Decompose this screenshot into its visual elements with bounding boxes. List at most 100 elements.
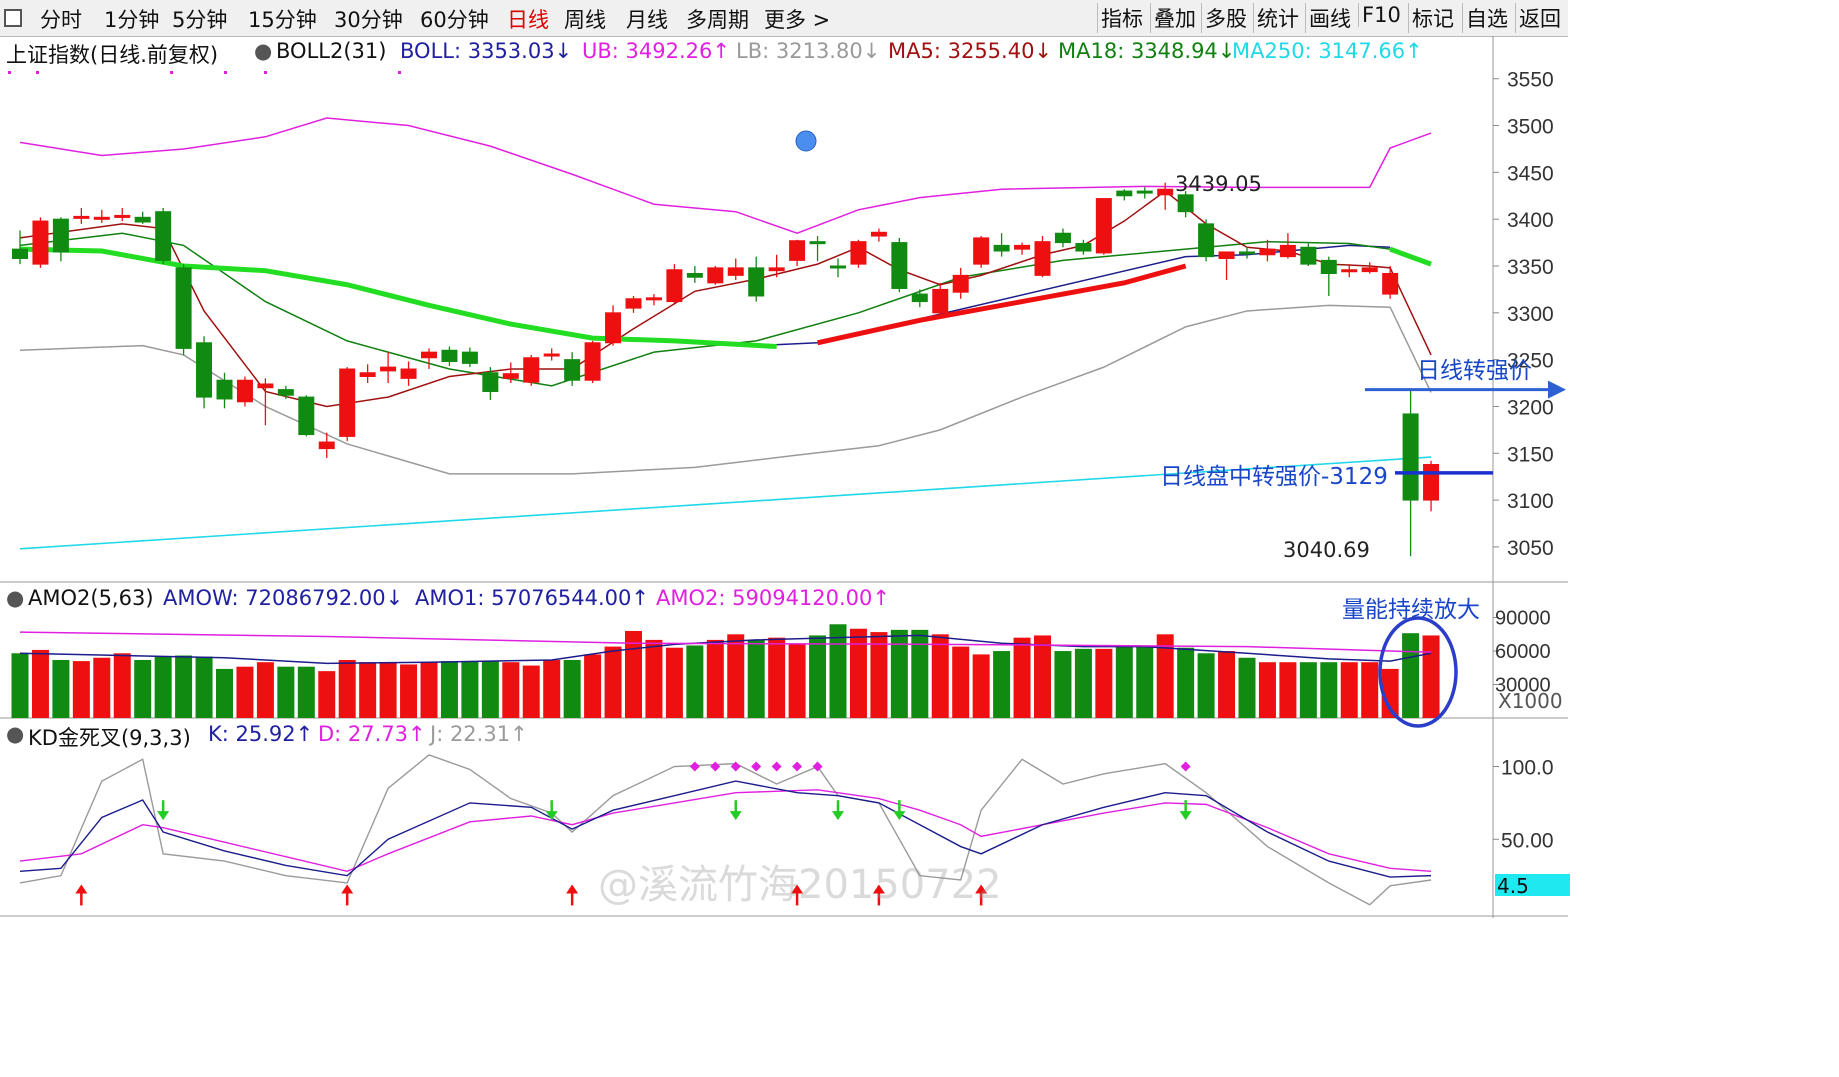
toolbar-button-8[interactable]: 返回 bbox=[1515, 3, 1564, 33]
indicator-name[interactable]: BOLL2(31) bbox=[276, 39, 387, 63]
kd-down-arrowhead-5 bbox=[1179, 811, 1192, 821]
low-price-label: 3040.69 bbox=[1283, 538, 1370, 562]
volume-bar-29 bbox=[604, 646, 622, 718]
line-ub bbox=[19, 117, 1432, 235]
volume-bar-52 bbox=[1074, 648, 1092, 718]
kd-down-arrowhead-4 bbox=[893, 811, 906, 821]
window-menu-icon[interactable] bbox=[4, 9, 22, 27]
chart-canvas: 3550 3500 3450 3400 3350 3300 3250 3200 3150 3100… bbox=[0, 36, 1568, 918]
volume-bar-38 bbox=[788, 644, 806, 718]
main-ytick-label-10: 3050 bbox=[1507, 537, 1554, 560]
annotation-daily-strong-price: 日线转强价 bbox=[1417, 358, 1532, 384]
volume-highlight-circle bbox=[1378, 616, 1458, 728]
volume-bar-49 bbox=[1013, 637, 1031, 718]
volume-legend-item-1: AMO1: 57076544.00↑ bbox=[415, 586, 650, 610]
kd-dot-7 bbox=[1180, 761, 1191, 772]
candle-body-22 bbox=[461, 351, 478, 364]
tab-2[interactable]: 5分钟 bbox=[172, 8, 228, 32]
volume-bar-7 bbox=[154, 656, 172, 718]
volume-bar-30 bbox=[625, 630, 642, 718]
volume-bar-46 bbox=[952, 646, 970, 718]
candle-body-44 bbox=[911, 293, 928, 303]
toolbar-button-7[interactable]: 自选 bbox=[1462, 3, 1511, 33]
candle-body-19 bbox=[400, 368, 417, 379]
tab-3[interactable]: 15分钟 bbox=[248, 8, 317, 32]
candle-body-37 bbox=[768, 267, 785, 272]
volume-dot-icon[interactable]: ● bbox=[6, 586, 25, 610]
kd-dot-icon[interactable]: ● bbox=[6, 722, 25, 746]
tab-7[interactable]: 周线 bbox=[564, 8, 606, 32]
candle-body-20 bbox=[421, 351, 437, 359]
tab-1[interactable]: 1分钟 bbox=[104, 8, 160, 32]
volume-legend-item-0: AMOW: 72086792.00↓ bbox=[163, 586, 404, 610]
volume-bar-18 bbox=[379, 662, 397, 718]
top-marker-1 bbox=[36, 71, 39, 74]
candle-body-69 bbox=[1423, 464, 1440, 501]
candle-body-32 bbox=[666, 269, 683, 303]
candle-body-30 bbox=[625, 298, 642, 309]
sphere-icon bbox=[795, 130, 817, 152]
candle-body-24 bbox=[502, 373, 519, 379]
candle-body-46 bbox=[952, 274, 969, 293]
ma250-line bbox=[19, 456, 1432, 550]
volume-bar-45 bbox=[931, 634, 949, 718]
volume-bar-27 bbox=[563, 659, 581, 718]
candle-body-1 bbox=[32, 220, 49, 265]
volume-title: AMO2(5,63) bbox=[28, 586, 154, 610]
candle-body-21 bbox=[441, 349, 458, 363]
toolbar-button-0[interactable]: 指标 bbox=[1097, 3, 1146, 33]
toolbar-button-1[interactable]: 叠加 bbox=[1150, 3, 1199, 33]
volume-bar-36 bbox=[747, 639, 765, 718]
candle-body-39 bbox=[809, 241, 826, 245]
toolbar-button-2[interactable]: 多股 bbox=[1201, 3, 1250, 33]
volume-bar-50 bbox=[1034, 635, 1051, 718]
kd-dot-3 bbox=[751, 761, 762, 772]
volume-bar-13 bbox=[277, 666, 295, 718]
tab-6[interactable]: 日线 bbox=[507, 8, 549, 32]
toolbar-button-3[interactable]: 统计 bbox=[1253, 3, 1302, 33]
kd-ytick-label-1: 50.00 bbox=[1501, 829, 1554, 852]
volume-bar-54 bbox=[1115, 645, 1133, 718]
candle-body-52 bbox=[1075, 243, 1092, 252]
main-legend-item-3: MA5: 3255.40↓ bbox=[888, 39, 1053, 63]
candle-body-67 bbox=[1382, 272, 1399, 295]
volume-bar-62 bbox=[1279, 662, 1297, 718]
volume-bar-33 bbox=[686, 645, 704, 718]
tab-8[interactable]: 月线 bbox=[626, 8, 668, 32]
indicator-dot-icon[interactable]: ● bbox=[254, 39, 273, 63]
kd-title: KD金死叉(9,3,3) bbox=[28, 726, 191, 750]
volume-bar-56 bbox=[1156, 634, 1174, 718]
toolbar-button-5[interactable]: F10 bbox=[1358, 3, 1404, 27]
main-title: 上证指数(日线.前复权) bbox=[6, 43, 219, 67]
volume-bar-35 bbox=[727, 634, 745, 718]
tab-0[interactable]: 分时 bbox=[40, 8, 82, 32]
candle-body-13 bbox=[277, 389, 294, 396]
volume-bar-48 bbox=[993, 651, 1011, 718]
main-ytick-label-5: 3300 bbox=[1507, 303, 1554, 326]
volume-bar-11 bbox=[236, 666, 254, 718]
candle-body-9 bbox=[196, 342, 213, 398]
volume-bar-6 bbox=[134, 659, 152, 718]
volume-bar-51 bbox=[1054, 651, 1072, 718]
candle-body-27 bbox=[564, 359, 581, 381]
volume-bar-20 bbox=[420, 662, 438, 718]
volume-bar-12 bbox=[256, 662, 274, 718]
tab-5[interactable]: 60分钟 bbox=[420, 8, 489, 32]
candle-body-58 bbox=[1198, 223, 1215, 258]
volume-bar-68 bbox=[1402, 633, 1420, 718]
toolbar-button-4[interactable]: 画线 bbox=[1305, 3, 1354, 33]
volume-bar-16 bbox=[338, 659, 356, 718]
kd-dot-6 bbox=[812, 761, 823, 772]
candle-body-28 bbox=[584, 342, 601, 381]
tab-10[interactable]: 更多 > bbox=[764, 8, 831, 32]
tab-9[interactable]: 多周期 bbox=[686, 8, 749, 32]
tab-4[interactable]: 30分钟 bbox=[334, 8, 403, 32]
kd-dot-5 bbox=[792, 761, 803, 772]
toolbar-button-6[interactable]: 标记 bbox=[1408, 3, 1457, 33]
kd-current-value: 4.5 bbox=[1495, 874, 1570, 898]
thick-trend-line-1 bbox=[817, 263, 1187, 346]
candle-body-49 bbox=[1014, 244, 1031, 250]
candle-body-48 bbox=[993, 244, 1010, 252]
main-ytick-label-2: 3450 bbox=[1507, 162, 1554, 185]
volume-bar-61 bbox=[1258, 662, 1276, 718]
